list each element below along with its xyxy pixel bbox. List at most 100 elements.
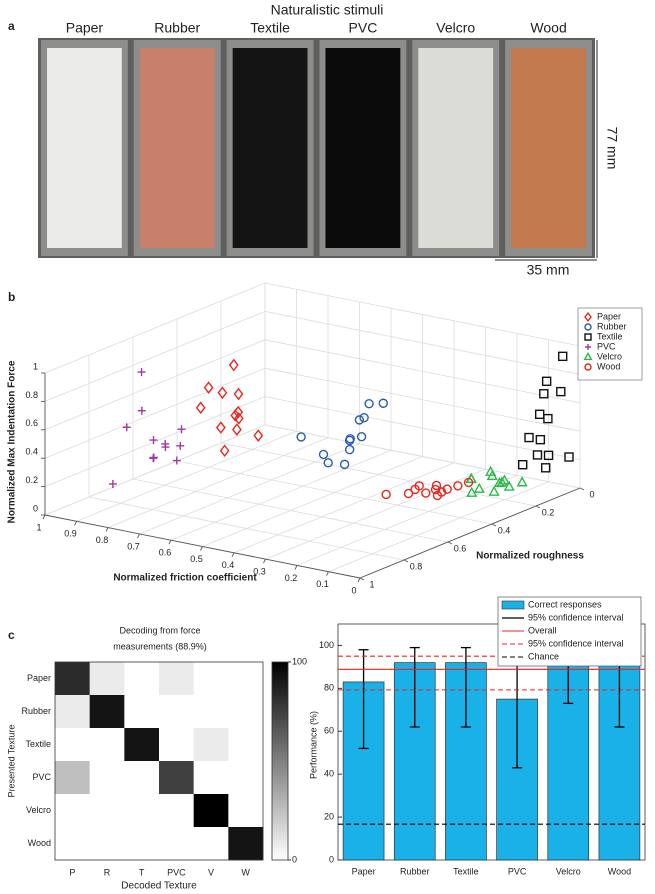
marker <box>378 398 388 408</box>
y-tick-label: Rubber <box>21 706 51 716</box>
marker <box>493 476 506 488</box>
x-axis-label: Normalized friction coefficient <box>113 573 257 584</box>
grid-line <box>264 396 581 460</box>
tick-mark <box>357 577 361 583</box>
tick-mark <box>447 541 453 545</box>
heatmap-cell <box>228 728 264 762</box>
legend-label: Rubber <box>597 321 627 331</box>
heatmap-cell <box>55 728 90 762</box>
marker <box>354 415 365 425</box>
marker <box>498 474 511 485</box>
marker <box>344 444 355 455</box>
x-tick-label: 0.1 <box>316 579 329 589</box>
width-label: 35 mm <box>527 262 570 278</box>
marker <box>176 441 185 450</box>
marker <box>359 412 369 423</box>
marker <box>436 487 447 497</box>
x-tick-label: 0.3 <box>253 566 266 576</box>
sample-label: Textile <box>250 20 290 36</box>
x-tick-label: Rubber <box>400 866 430 876</box>
heatmap-cell <box>228 827 264 861</box>
marker <box>453 481 463 491</box>
tick-mark <box>74 521 77 526</box>
marker <box>233 412 244 425</box>
legend-label: Textile <box>597 331 623 341</box>
marker <box>172 456 181 465</box>
marker <box>488 485 500 496</box>
heatmap-cell <box>193 827 229 861</box>
marker <box>584 363 592 371</box>
legend-label: Wood <box>597 361 620 371</box>
marker <box>232 423 242 436</box>
heatmap-cell <box>159 662 194 696</box>
y-tick-label: Paper <box>27 673 51 683</box>
legend-label: PVC <box>597 341 616 351</box>
marker <box>122 423 131 432</box>
grid-line <box>88 496 405 561</box>
x-tick-label: PVC <box>508 866 527 876</box>
heatmap-cell <box>89 827 125 861</box>
grid-line <box>264 311 581 375</box>
z-tick-label: 0 <box>33 503 38 513</box>
heatmap-cell <box>159 695 194 729</box>
marker <box>473 482 485 493</box>
marker <box>414 481 424 491</box>
marker <box>541 463 551 473</box>
heatmap-cell <box>55 827 90 861</box>
grid-line <box>264 367 581 432</box>
tick-mark <box>491 523 497 527</box>
x-tick-label: 0.9 <box>64 529 77 539</box>
marker <box>233 405 244 419</box>
grid-line <box>44 396 266 487</box>
marker <box>585 344 591 350</box>
grid-line <box>264 282 581 347</box>
marker <box>403 488 414 499</box>
marker <box>217 386 228 400</box>
sample-photo <box>139 48 215 248</box>
heatmap-cell <box>55 662 90 696</box>
x-tick-label: 0.5 <box>190 554 203 564</box>
marker <box>430 484 441 495</box>
y-tick-label: 1 <box>369 579 374 589</box>
x-tick-label: 0.8 <box>96 535 109 545</box>
grid-line <box>44 424 266 516</box>
marker <box>516 476 528 487</box>
marker <box>344 435 355 446</box>
tick-mark <box>326 571 329 576</box>
tick-mark <box>168 539 172 545</box>
grid-line <box>264 339 581 404</box>
sample-photo <box>325 48 401 248</box>
grid-line <box>220 442 537 507</box>
panel-label: c <box>8 628 15 642</box>
marker <box>195 401 206 415</box>
x-tick-label: R <box>104 867 111 877</box>
heatmap-cell <box>193 695 229 729</box>
heatmap-cell <box>193 662 229 696</box>
chart-title: measurements (88.9%) <box>113 641 207 651</box>
marker <box>539 389 549 399</box>
marker <box>203 381 214 394</box>
heatmap-cell <box>228 794 264 828</box>
heatmap-cell <box>159 761 194 795</box>
heatmap-cell <box>159 728 194 762</box>
marker <box>233 387 244 401</box>
y-tick-label: 0.8 <box>410 561 423 571</box>
marker <box>296 432 306 442</box>
z-tick-label: 0.2 <box>25 475 38 485</box>
tick-mark <box>200 546 203 551</box>
heatmap-cell <box>124 794 160 828</box>
heatmap-cell <box>55 794 90 828</box>
y-tick-label: PVC <box>32 772 51 782</box>
chart-title: Decoding from force <box>119 625 200 635</box>
tick-mark <box>403 559 409 563</box>
legend-label: Chance <box>528 651 559 661</box>
grid-line <box>202 456 423 547</box>
marker <box>137 368 146 377</box>
photo-background <box>38 38 595 258</box>
panel-a-title: Naturalistic stimuli <box>271 2 384 18</box>
grid-line <box>176 460 493 525</box>
z-axis-label: Normalized Max Indentation Force <box>7 360 18 523</box>
axis-line <box>359 487 581 579</box>
heatmap-cell <box>124 695 160 729</box>
